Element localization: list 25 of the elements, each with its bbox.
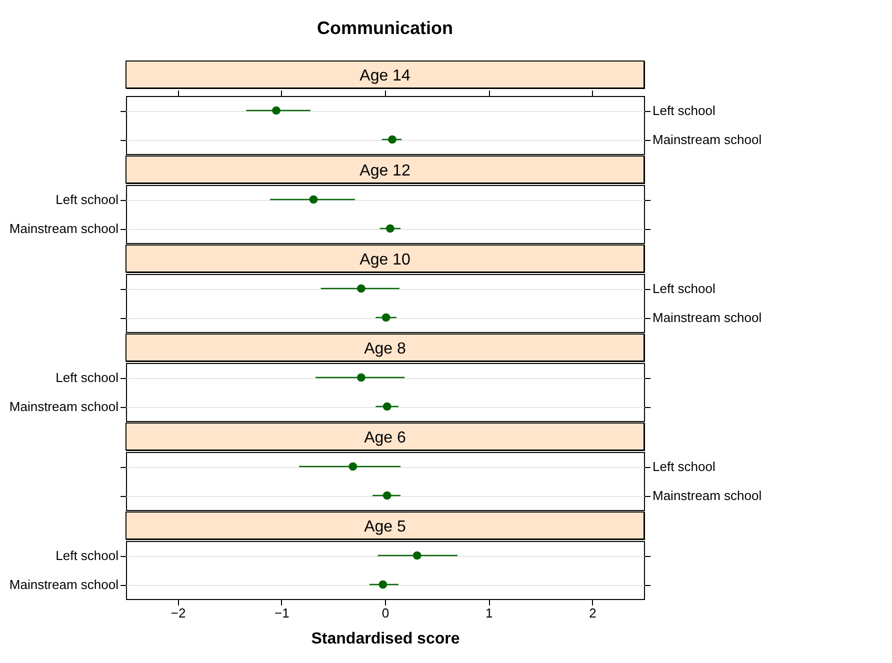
x-tick-label: 0: [382, 606, 390, 620]
y-tick-label: Left school: [56, 370, 119, 385]
x-axis-title: Standardised score: [311, 630, 460, 648]
chart-title: Communication: [316, 18, 454, 38]
y-tick-label: Mainstream school: [652, 132, 762, 147]
x-tick-label: −1: [274, 606, 290, 620]
y-tick-label: Left school: [652, 103, 716, 118]
y-tick-label: Mainstream school: [652, 310, 762, 325]
y-tick-label: Mainstream school: [652, 488, 762, 503]
chart-subtitle: Age 5: [364, 518, 406, 536]
y-tick-label: Left school: [56, 192, 119, 207]
y-tick-label: Mainstream school: [9, 221, 119, 236]
chart-subtitle: Age 6: [364, 430, 406, 446]
y-tick-label: Left school: [56, 548, 119, 563]
y-tick-label: Mainstream school: [9, 399, 119, 414]
y-tick-label: Left school: [652, 281, 716, 296]
y-tick-label: Mainstream school: [9, 577, 119, 592]
y-tick-label: Left school: [652, 459, 716, 474]
x-tick-label: −2: [170, 606, 186, 620]
chart-subtitle: Age 8: [364, 340, 406, 358]
chart-subtitle: Age 12: [360, 162, 410, 180]
x-tick-label: 2: [589, 606, 596, 620]
chart-subtitle: Age 14: [360, 68, 410, 84]
chart-subtitle: Age 10: [360, 252, 410, 268]
x-tick-label: 1: [485, 606, 493, 620]
